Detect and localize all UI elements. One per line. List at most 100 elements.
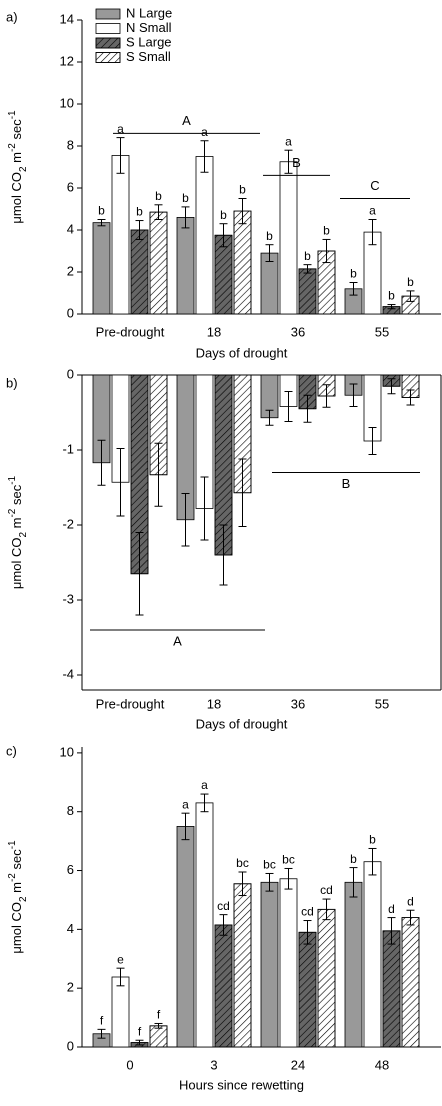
x-tick-label: 55 <box>375 324 389 339</box>
significance-label: f <box>157 1008 161 1022</box>
y-tick-label: 4 <box>67 221 74 236</box>
x-tick-label: 36 <box>291 324 305 339</box>
x-tick-label: 3 <box>210 1057 217 1072</box>
y-tick-label: 8 <box>67 137 74 152</box>
x-tick-label: 18 <box>207 324 221 339</box>
y-tick-label: 0 <box>67 1038 74 1053</box>
x-tick-label: 24 <box>291 1057 305 1072</box>
y-axis-label-part: -1 <box>7 475 18 484</box>
bar <box>279 878 298 1048</box>
legend-swatch <box>95 23 121 34</box>
y-axis-label-part: -2 <box>7 873 18 882</box>
y-tick-label: -3 <box>62 591 74 606</box>
y-axis-label-part: -1 <box>7 840 18 849</box>
bar-hatch <box>233 210 252 315</box>
group-label: A <box>173 633 182 648</box>
bar-hatch <box>298 931 317 1048</box>
significance-label: a <box>369 204 376 218</box>
group-label: B <box>342 476 351 491</box>
y-tick-label: 8 <box>67 803 74 818</box>
panel-label: c) <box>6 743 17 758</box>
x-tick-label: 18 <box>207 696 221 711</box>
significance-label: e <box>117 952 124 966</box>
y-tick-label: 10 <box>60 95 74 110</box>
y-tick-label: -2 <box>62 516 74 531</box>
significance-label: b <box>220 208 227 222</box>
x-axis-label: Hours since rewetting <box>179 1077 304 1092</box>
significance-label: a <box>182 797 189 811</box>
x-tick-label: Pre-drought <box>96 696 165 711</box>
legend-label: N Small <box>126 20 172 35</box>
y-tick-label: 14 <box>60 11 74 26</box>
bar <box>92 222 111 315</box>
significance-label: cd <box>217 899 230 913</box>
significance-label: cd <box>320 883 333 897</box>
y-axis-label-part: μmol CO <box>9 902 24 954</box>
bar <box>344 881 363 1048</box>
y-tick-label: 6 <box>67 179 74 194</box>
y-axis-label-part: 2 <box>18 896 29 902</box>
y-tick-label: 12 <box>60 53 74 68</box>
y-tick-label: 6 <box>67 862 74 877</box>
legend-swatch-hatch <box>95 37 121 49</box>
bar <box>363 861 382 1048</box>
y-axis-label-part: μmol CO <box>9 538 24 590</box>
significance-label: bc <box>236 856 249 870</box>
significance-label: a <box>117 122 124 136</box>
significance-label: b <box>304 249 311 263</box>
legend-swatch-hatch <box>95 52 121 63</box>
y-axis-label-part: sec <box>9 484 24 508</box>
significance-label: b <box>155 189 162 203</box>
significance-label: b <box>239 183 246 197</box>
x-tick-label: 48 <box>375 1057 389 1072</box>
bar <box>260 881 279 1048</box>
y-tick-label: -4 <box>62 666 74 681</box>
y-axis-label-part: m <box>9 152 24 166</box>
group-label: A <box>182 113 191 128</box>
bar-hatch <box>233 883 252 1048</box>
significance-label: f <box>100 1014 104 1028</box>
bar-hatch <box>382 930 401 1048</box>
y-tick-label: 4 <box>67 921 74 936</box>
bar-hatch <box>130 229 149 315</box>
significance-label: b <box>98 204 105 218</box>
y-tick-label: 10 <box>60 744 74 759</box>
y-axis-label-part: sec <box>9 849 24 873</box>
y-axis-label-part: m <box>9 882 24 896</box>
bar-hatch <box>149 211 168 315</box>
bar <box>111 976 130 1048</box>
panel-label: a) <box>6 9 18 24</box>
bar-hatch <box>317 908 336 1048</box>
significance-label: b <box>388 289 395 303</box>
y-tick-label: 2 <box>67 980 74 995</box>
significance-label: f <box>138 1024 142 1038</box>
significance-label: cd <box>301 905 314 919</box>
significance-label: b <box>323 224 330 238</box>
significance-label: b <box>136 205 143 219</box>
significance-label: b <box>266 229 273 243</box>
y-axis-label: μmol CO2 m-2 sec-1 <box>7 110 29 224</box>
x-tick-label: 36 <box>291 696 305 711</box>
x-tick-label: 0 <box>126 1057 133 1072</box>
y-axis-label: μmol CO2 m-2 sec-1 <box>7 840 29 954</box>
bar <box>195 802 214 1048</box>
y-axis-label-part: 2 <box>18 532 29 538</box>
legend-swatch <box>95 8 121 20</box>
y-axis-label-part: -1 <box>7 110 18 119</box>
significance-label: b <box>407 275 414 289</box>
panel-label: b) <box>6 375 18 390</box>
x-tick-label: Pre-drought <box>96 324 165 339</box>
significance-label: b <box>350 267 357 281</box>
significance-label: b <box>182 191 189 205</box>
bar <box>176 826 195 1048</box>
y-axis-label-part: sec <box>9 119 24 143</box>
significance-label: a <box>201 125 208 139</box>
significance-label: d <box>407 894 414 908</box>
group-label: C <box>370 178 379 193</box>
bar <box>260 252 279 315</box>
y-tick-label: 0 <box>67 366 74 381</box>
y-tick-label: 2 <box>67 263 74 278</box>
significance-label: a <box>285 134 292 148</box>
x-axis-label: Days of drought <box>196 716 288 731</box>
bar <box>176 216 195 315</box>
